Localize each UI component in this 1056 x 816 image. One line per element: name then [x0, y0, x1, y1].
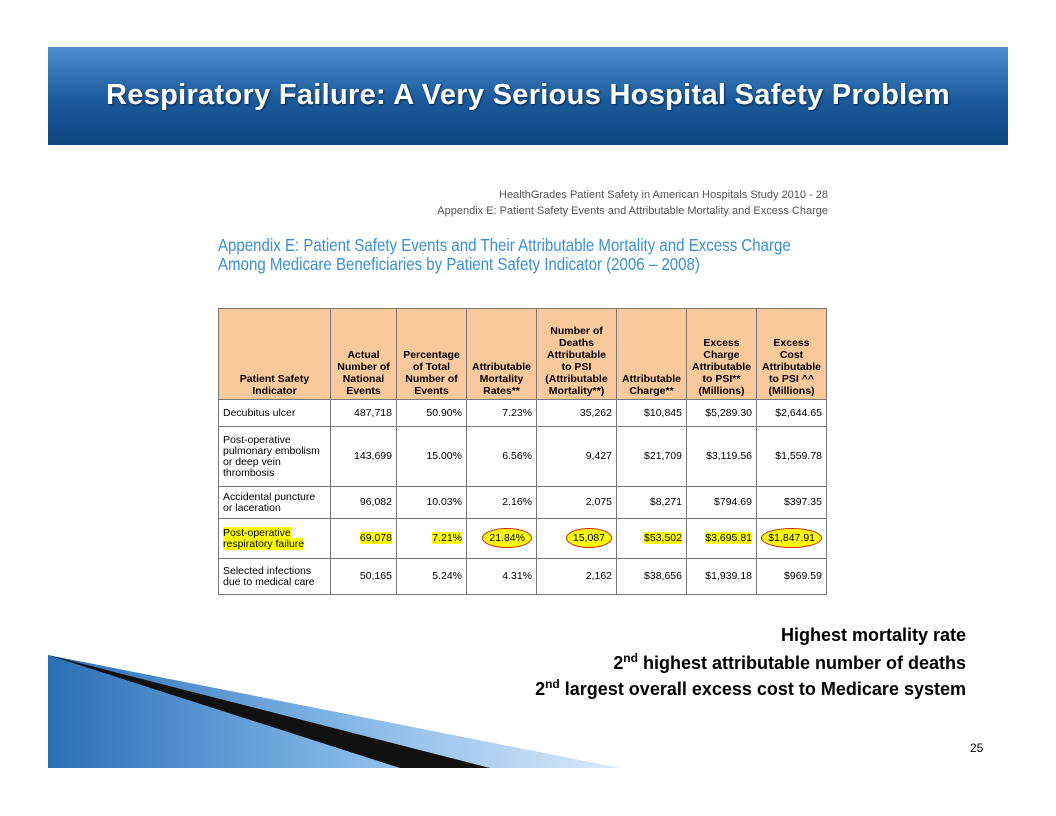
- highlighted-text: 15,087: [565, 528, 612, 548]
- table-cell: $1,939.18: [686, 558, 757, 595]
- header-cell: Excess Cost Attributable to PSI ^^ (Mill…: [756, 308, 827, 400]
- page-number: 25: [970, 741, 984, 755]
- table-cell: 15.00%: [396, 426, 467, 487]
- highlighted-text: $53,502: [644, 532, 682, 544]
- slide-title: Respiratory Failure: A Very Serious Hosp…: [106, 79, 950, 111]
- data-table: Patient Safety Indicator Actual Number of…: [218, 308, 827, 595]
- appendix-title: Among Medicare Beneficiaries by Patient …: [218, 254, 700, 274]
- table-cell: $794.69: [686, 486, 757, 519]
- table-cell: Post-operative pulmonary embolism or dee…: [218, 426, 331, 487]
- header-row: Patient Safety Indicator Actual Number of…: [218, 308, 827, 400]
- finding: Highest mortality rate: [780, 625, 966, 645]
- table-cell: 69,078: [330, 518, 397, 559]
- header-cell: Attributable Charge**: [616, 308, 687, 400]
- highlighted-text: 69,078: [359, 532, 392, 544]
- table-cell: 143,699: [330, 426, 397, 487]
- highlighted-text: $3,695.81: [705, 532, 752, 544]
- table-cell: Selected infections due to medical care: [218, 558, 331, 595]
- wedge: [48, 655, 620, 768]
- wedge-dark: [48, 655, 490, 768]
- highlighted-text: $1,847.91: [761, 528, 822, 548]
- highlighted-text: 21.84%: [482, 528, 532, 548]
- table-cell: $1,559.78: [756, 426, 827, 487]
- table-cell: 15,087: [536, 518, 617, 559]
- table-cell: 5.24%: [396, 558, 467, 595]
- source-line: Appendix E: Patient Safety Events and At…: [437, 205, 828, 217]
- finding: 2nd highest attributable number of death…: [613, 651, 966, 673]
- table-cell: $969.59: [756, 558, 827, 595]
- header-cell: Excess Charge Attributable to PSI** (Mil…: [686, 308, 757, 400]
- table-cell: 4.31%: [466, 558, 537, 595]
- table-cell: 6.56%: [466, 426, 537, 487]
- highlighted-text: Post-operative respiratory failure: [223, 526, 305, 550]
- header-cell: Number of Deaths Attributable to PSI (At…: [536, 308, 617, 400]
- table-row: Accidental puncture or laceration 96,082 1…: [218, 486, 827, 519]
- table-cell: $1,847.91: [756, 518, 827, 559]
- table-row: Selected infections due to medical care 5…: [218, 558, 827, 595]
- table-cell: 2,162: [536, 558, 617, 595]
- table-cell: 2,075: [536, 486, 617, 519]
- appendix-title: Appendix E: Patient Safety Events and Th…: [218, 235, 791, 255]
- table-cell: $5,289.30: [686, 399, 757, 427]
- table-row: Post-operative pulmonary embolism or dee…: [218, 426, 827, 487]
- header-cell: Attributable Mortality Rates**: [466, 308, 537, 400]
- table-row: Post-operative respiratory failure 69,078…: [218, 518, 827, 559]
- table-cell: 487,718: [330, 399, 397, 427]
- table-cell: 50,165: [330, 558, 397, 595]
- highlighted-text: 7.21%: [432, 532, 462, 544]
- header-cell: Actual Number of National Events: [330, 308, 397, 400]
- table-cell: 9,427: [536, 426, 617, 487]
- table-cell: Post-operative respiratory failure: [218, 518, 331, 559]
- table-cell: $3,695.81: [686, 518, 757, 559]
- source-line: HealthGrades Patient Safety in American …: [499, 189, 828, 201]
- title-bar: Respiratory Failure: A Very Serious Hosp…: [48, 47, 1008, 145]
- finding: 2nd largest overall excess cost to Medic…: [535, 677, 966, 699]
- header-cell: Patient Safety Indicator: [218, 308, 331, 400]
